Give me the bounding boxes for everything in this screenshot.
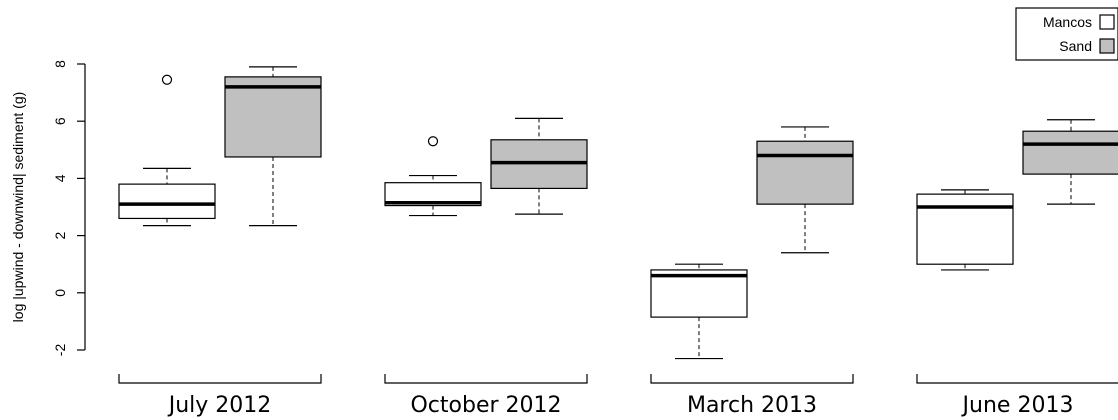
group-bracket: [916, 374, 1118, 384]
group-bracket: [384, 374, 588, 384]
outlier-point: [427, 136, 439, 147]
box-series: [118, 66, 1118, 360]
y-axis-title: log |upwind - downwind| sediment (g): [10, 92, 26, 323]
box: [650, 269, 748, 318]
box: [756, 140, 854, 205]
box: [118, 183, 216, 220]
y-tick-label: 2: [52, 231, 68, 239]
y-tick-label: 6: [52, 117, 68, 125]
group-bracket: [118, 374, 322, 384]
legend-label: Sand: [1059, 38, 1092, 54]
y-tick-label: 4: [52, 174, 68, 182]
legend-swatch: [1099, 14, 1115, 30]
y-tick-label: -2: [52, 344, 68, 357]
outlier-point: [161, 74, 173, 85]
box: [384, 182, 482, 207]
group-label: March 2013: [687, 393, 817, 418]
group-label: July 2012: [167, 393, 272, 418]
box: [224, 76, 322, 158]
box: [916, 193, 1014, 265]
legend-swatch: [1099, 38, 1115, 54]
group-brackets: July 2012 October 2012 March 2013 June 2013: [118, 374, 1118, 418]
y-axis: -2 0 2 4 6 8: [52, 60, 86, 357]
group-label: June 2013: [961, 393, 1074, 418]
y-tick-label: 8: [52, 60, 68, 68]
group-bracket: [650, 374, 854, 384]
box: [1022, 130, 1118, 175]
legend: Mancos Sand: [1015, 7, 1118, 61]
y-tick-label: 0: [52, 289, 68, 297]
legend-label: Mancos: [1043, 14, 1092, 30]
group-label: October 2012: [410, 393, 561, 418]
